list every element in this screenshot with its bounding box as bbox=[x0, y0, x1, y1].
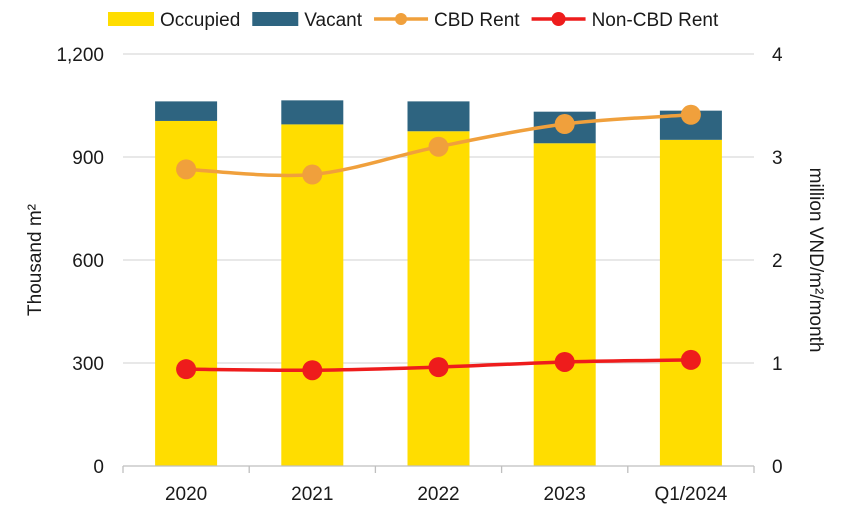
y-right-axis-title: million VND/m²/month bbox=[805, 168, 826, 353]
vacant-bar bbox=[281, 100, 344, 125]
cbd-rent-marker bbox=[680, 104, 701, 125]
y-left-tick-label: 600 bbox=[72, 251, 104, 272]
y-right-tick-label: 3 bbox=[772, 148, 783, 169]
legend-swatch-occupied bbox=[108, 12, 154, 26]
non-cbd-rent-marker bbox=[680, 349, 701, 370]
occupied-bar bbox=[659, 139, 722, 467]
y-right-tick-label: 2 bbox=[772, 251, 783, 272]
y-right-tick-label: 4 bbox=[772, 45, 783, 66]
cbd-rent-marker bbox=[428, 136, 449, 157]
non-cbd-rent-marker bbox=[302, 360, 323, 381]
cbd-rent-marker bbox=[554, 114, 575, 135]
cbd-rent-marker bbox=[302, 164, 323, 185]
legend-label-vacant: Vacant bbox=[304, 10, 362, 31]
legend-label-cbd-rent: CBD Rent bbox=[434, 10, 520, 31]
y-left-axis-title: Thousand m² bbox=[25, 204, 46, 316]
non-cbd-rent-marker bbox=[554, 351, 575, 372]
non-cbd-rent-marker bbox=[176, 359, 197, 380]
legend: Occupied Vacant CBD Rent Non-CBD Rent bbox=[108, 10, 719, 31]
x-tick-label: 2022 bbox=[417, 484, 459, 505]
axes: 0 300 600 900 1,200 0 1 2 3 4 2020 2021 2022 2023 Q1/2… bbox=[25, 45, 826, 505]
legend-marker-cbd-rent bbox=[395, 13, 408, 25]
y-left-tick-label: 900 bbox=[72, 148, 104, 169]
legend-label-occupied: Occupied bbox=[160, 10, 240, 31]
y-left-tick-label: 300 bbox=[72, 354, 104, 375]
vacant-bar bbox=[155, 101, 218, 121]
x-tick-label: 2020 bbox=[165, 484, 207, 505]
non-cbd-rent-marker bbox=[428, 357, 449, 378]
cbd-rent-marker bbox=[176, 159, 197, 180]
occupied-bar bbox=[407, 131, 470, 466]
occupied-bar bbox=[533, 143, 596, 466]
y-left-tick-label: 0 bbox=[93, 457, 104, 478]
x-tick-label: 2021 bbox=[291, 484, 333, 505]
y-left-tick-label: 1,200 bbox=[56, 45, 104, 66]
x-tick-label: Q1/2024 bbox=[654, 484, 727, 505]
legend-marker-non-cbd-rent bbox=[551, 12, 566, 26]
y-right-tick-label: 0 bbox=[772, 457, 783, 478]
legend-label-non-cbd-rent: Non-CBD Rent bbox=[592, 10, 719, 31]
rent-lines bbox=[176, 104, 701, 381]
legend-swatch-vacant bbox=[252, 12, 299, 26]
y-right-tick-label: 1 bbox=[772, 354, 783, 375]
vacant-bar bbox=[407, 101, 470, 132]
x-tick-label: 2023 bbox=[544, 484, 586, 505]
